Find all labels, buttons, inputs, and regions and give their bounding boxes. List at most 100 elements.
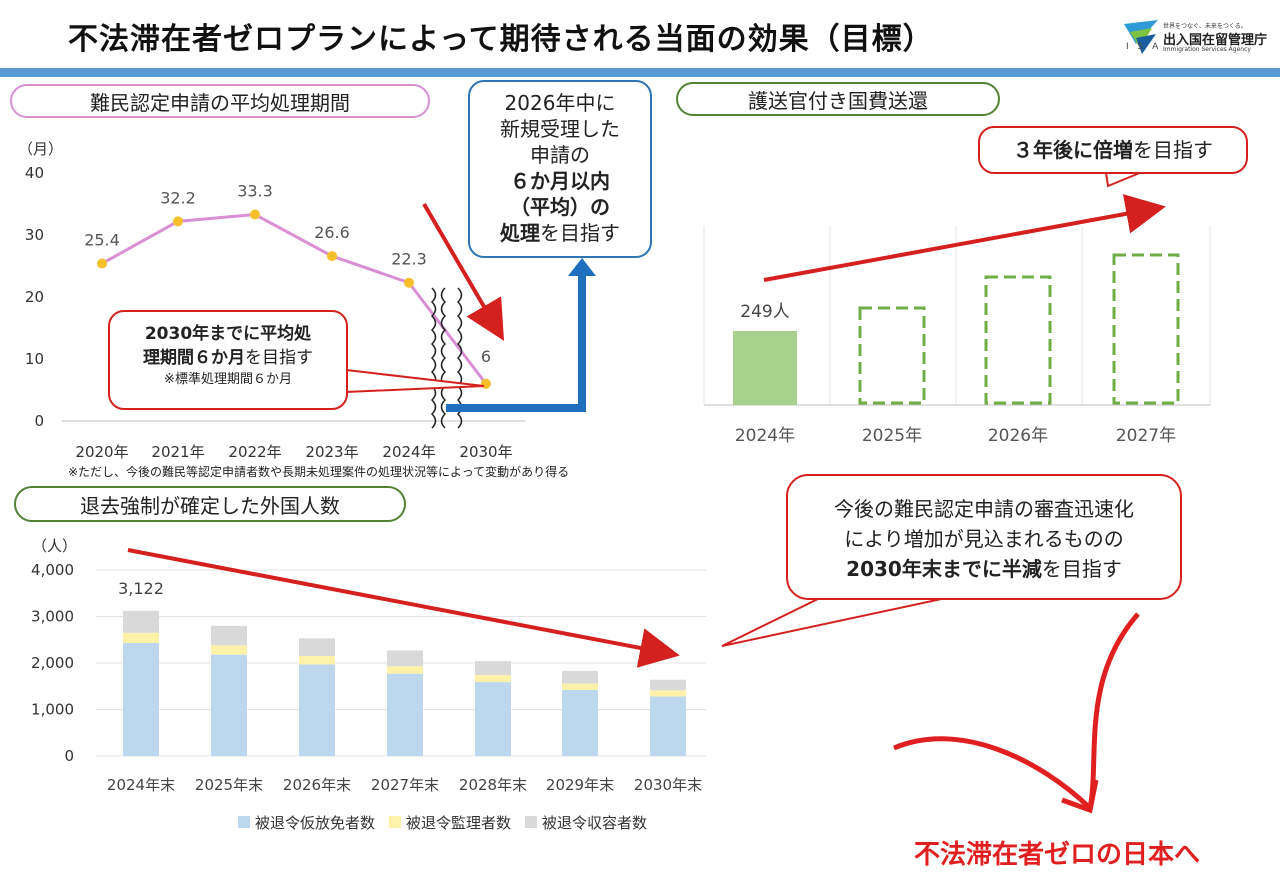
panel2-callout-rest: を目指す — [1133, 138, 1213, 162]
x-tick-0: 2020年 — [75, 443, 128, 461]
point-4 — [404, 277, 414, 288]
target-bar-2027年 — [1112, 253, 1180, 405]
x-tick-3-1: 2025年末 — [195, 776, 263, 794]
legend-label-1: 被退令監理者数 — [406, 814, 512, 832]
data-label-0: 25.4 — [84, 231, 120, 250]
callout-tail-2 — [1104, 171, 1143, 188]
bar-0-series-0 — [123, 643, 159, 756]
data-label-4: 22.3 — [391, 250, 427, 269]
panel2-heading: 護送官付き国費送還 — [676, 82, 1000, 116]
x-tick-2: 2022年 — [228, 443, 281, 461]
trend-arrow-2 — [763, 194, 1166, 282]
bluebox-line6-bold: 処理 — [500, 221, 540, 245]
bar-2-series-2 — [299, 638, 335, 657]
x-tick-3-2: 2026年末 — [283, 776, 351, 794]
x-tick-4: 2024年 — [382, 443, 435, 461]
x-tick-2-0: 2024年 — [735, 426, 795, 446]
bar-5-series-1 — [562, 683, 598, 690]
bar-4-series-0 — [475, 682, 511, 756]
panel3-callout-line3-rest: を目指す — [1041, 557, 1122, 581]
panel3-heading: 退去強制が確定した外国人数 — [14, 486, 406, 522]
point-1 — [173, 216, 183, 227]
bluebox-line3: 申請の — [530, 143, 590, 167]
logo — [1122, 18, 1272, 58]
x-tick-3: 2023年 — [305, 443, 358, 461]
bar-5-series-2 — [562, 670, 598, 684]
axis-break-wave-1 — [440, 287, 447, 429]
axis-break-wave-0 — [430, 287, 437, 429]
logo-name: 出入国在留管理庁 — [1163, 33, 1268, 48]
legend-item-2: 被退令収容者数 — [525, 812, 647, 833]
callout-tail-3 — [721, 597, 947, 647]
target-bar-2026年 — [984, 275, 1052, 405]
data-label-2: 33.3 — [237, 182, 273, 201]
y-tick-3-0: 4,000 — [31, 561, 74, 579]
logo-abbr: I S A — [1126, 42, 1162, 52]
panel3-callout-line2: により増加が見込まれるものの — [844, 527, 1124, 551]
bar-6-series-1 — [650, 690, 686, 697]
x-tick-1: 2021年 — [151, 443, 204, 461]
target-bar-2025年 — [858, 306, 926, 405]
panel3-callout-line1: 今後の難民認定申請の審査迅速化 — [834, 497, 1134, 521]
callout-tail-1 — [345, 369, 485, 393]
panel2-callout-bold: ３年後に倍増 — [1013, 138, 1133, 162]
bar-0-series-2 — [123, 610, 159, 633]
data-label-5: 6 — [481, 347, 491, 366]
y-tick-0: 0 — [34, 412, 44, 430]
y-tick-3-1: 3,000 — [31, 608, 74, 626]
bar-1-series-2 — [211, 625, 247, 646]
panel1-target-callout: 2030年までに平均処 理期間６か月を目指す ※標準処理期間６か月 — [108, 310, 348, 410]
bar-4-series-1 — [475, 675, 511, 683]
goal-arrow-curve — [1087, 612, 1140, 809]
bar-5-series-0 — [562, 689, 598, 756]
page-title: 不法滞在者ゼロプランによって期待される当面の効果（目標） — [68, 22, 934, 57]
header-divider — [0, 68, 1280, 77]
y-tick-30: 30 — [25, 226, 44, 244]
callout-note: ※標準処理期間６か月 — [164, 372, 292, 387]
bar-3-series-2 — [387, 650, 423, 667]
y-tick-3-4: 0 — [64, 747, 74, 765]
legend-item-1: 被退令監理者数 — [389, 812, 511, 833]
goal-arrow-head — [1061, 779, 1099, 814]
bar-3-series-0 — [387, 673, 423, 756]
bar-label-2024: 249人 — [740, 302, 789, 322]
y-tick-10: 10 — [25, 350, 44, 368]
panel1-heading: 難民認定申請の平均処理期間 — [10, 84, 430, 118]
callout-line2-rest: を目指す — [245, 348, 313, 368]
bar-2-series-0 — [299, 664, 335, 756]
x-tick-3-5: 2029年末 — [546, 776, 614, 794]
bar-0-series-1 — [123, 632, 159, 644]
x-tick-2-3: 2027年 — [1116, 426, 1176, 446]
bluebox-line2: 新規受理した — [500, 117, 620, 141]
data-label-3: 26.6 — [314, 223, 350, 242]
x-tick-3-0: 2024年末 — [107, 776, 175, 794]
blue-arrow-head — [568, 258, 596, 276]
panel1-y-unit: （月） — [18, 140, 64, 158]
y-tick-3-2: 2,000 — [31, 654, 74, 672]
panel3-target-callout: 今後の難民認定申請の審査迅速化 により増加が見込まれるものの 2030年末までに… — [786, 474, 1182, 600]
panel1-2026-goal-box: 2026年中に 新規受理した 申請の ６か月以内 （平均）の 処理を目指す — [468, 80, 652, 258]
logo-tagline: 世界をつなぐ、未来をつくる。 — [1163, 23, 1247, 30]
trend-arrow-1 — [422, 202, 505, 341]
point-5 — [481, 378, 491, 389]
x-tick-5: 2030年 — [459, 443, 512, 461]
panel1-footnote: ※ただし、今後の難民等認定申請者数や長期未処理案件の処理状況等によって変動があり… — [68, 465, 570, 479]
trend-arrow-3 — [127, 548, 680, 668]
y-tick-40: 40 — [25, 164, 44, 182]
x-tick-3-3: 2027年末 — [371, 776, 439, 794]
total-label-0: 3,122 — [118, 579, 164, 598]
panel3-y-unit: （人） — [32, 537, 78, 555]
bar-1-series-1 — [211, 645, 247, 655]
point-2 — [250, 209, 260, 220]
bar-2-series-1 — [299, 656, 335, 665]
callout-line1: 2030年までに平均処 — [144, 324, 312, 344]
panel3-callout-line3-bold: 2030年末までに半減 — [846, 557, 1042, 581]
point-3 — [327, 251, 337, 262]
data-label-1: 32.2 — [160, 188, 196, 207]
x-tick-2-2: 2026年 — [988, 426, 1048, 446]
x-tick-3-4: 2028年末 — [459, 776, 527, 794]
x-tick-2-1: 2025年 — [862, 426, 922, 446]
panel2-target-callout: ３年後に倍増を目指す — [978, 126, 1248, 174]
bar-6-series-2 — [650, 679, 686, 691]
bluebox-line4: ６か月以内 — [510, 169, 610, 193]
